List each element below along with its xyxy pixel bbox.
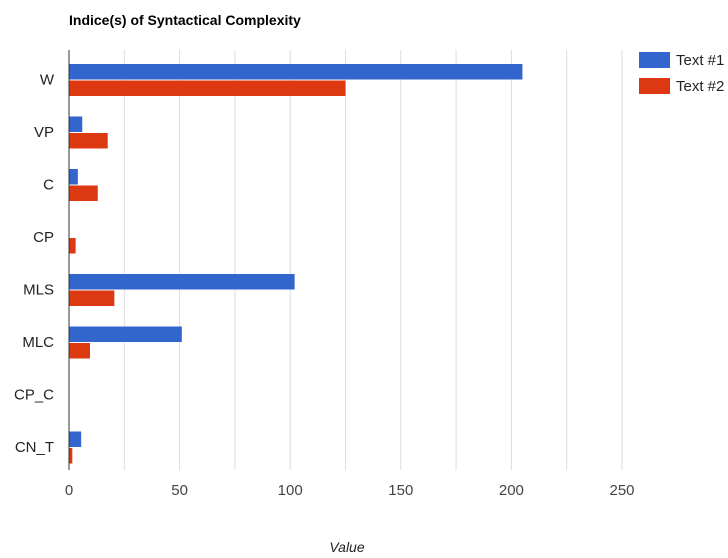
legend-swatch	[639, 78, 670, 94]
x-tick-label: 50	[171, 482, 188, 499]
category-label: MLC	[22, 334, 54, 351]
bar-vp-series-2	[69, 133, 108, 149]
x-tick-label: 0	[65, 482, 73, 499]
category-label: CN_T	[15, 439, 54, 456]
bar-mls-series-2	[69, 290, 115, 306]
category-label: C	[43, 177, 54, 194]
x-axis-title: Value	[329, 539, 365, 553]
bar-mlc-series-1	[69, 326, 182, 342]
category-label: CP	[33, 229, 54, 246]
bar-mls-series-1	[69, 274, 295, 290]
bar-cp-series-2	[69, 238, 76, 254]
bars	[69, 64, 523, 464]
bar-w-series-2	[69, 80, 346, 96]
x-tick-label: 100	[278, 482, 303, 499]
category-label: VP	[34, 124, 54, 141]
category-label: W	[40, 72, 55, 89]
legend-swatch	[639, 52, 670, 68]
legend-label: Text #2	[676, 78, 724, 95]
bar-c-series-1	[69, 169, 78, 185]
chart-title: Indice(s) of Syntactical Complexity	[69, 12, 301, 28]
x-tick-labels: 0 50 100 150 200 250	[65, 482, 635, 499]
legend-label: Text #1	[676, 52, 724, 69]
legend: Text #1 Text #2	[639, 52, 724, 95]
bar-w-series-1	[69, 64, 523, 80]
bar-cn-t-series-2	[69, 448, 73, 464]
x-tick-label: 250	[609, 482, 634, 499]
category-label: MLS	[23, 282, 54, 299]
bar-vp-series-1	[69, 116, 83, 132]
x-tick-label: 200	[499, 482, 524, 499]
bar-mlc-series-2	[69, 343, 91, 359]
category-label: CP_C	[14, 387, 54, 404]
category-labels: W VP C CP MLS MLC CP_C CN_T	[14, 72, 55, 457]
gridlines	[123, 50, 623, 470]
bar-cn-t-series-1	[69, 431, 82, 447]
x-tick-label: 150	[388, 482, 413, 499]
bar-c-series-2	[69, 185, 98, 201]
